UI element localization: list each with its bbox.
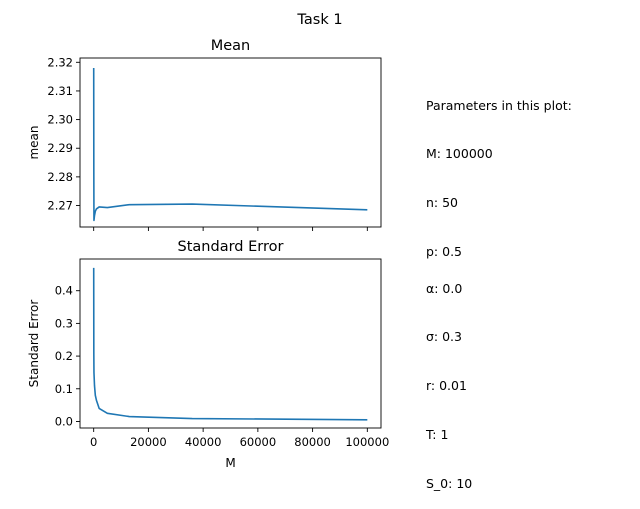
y-tick-label: 2.27: [47, 199, 73, 213]
y-tick-label: 2.29: [47, 141, 73, 155]
x-tick-label: 60000: [240, 435, 277, 449]
x-tick-label: 80000: [294, 435, 331, 449]
figure: Task 1 Mean2.272.282.292.302.312.32mean …: [27, 12, 389, 470]
parameter-t: T: 1: [426, 427, 449, 443]
y-tick-label: 2.32: [47, 55, 73, 69]
parameters-heading: Parameters in this plot:: [426, 97, 572, 113]
y-tick-label: 2.30: [47, 113, 73, 127]
axes-frame: [79, 258, 382, 429]
parameters-box-bottom: α: 0.0 σ: 0.3 r: 0.01 T: 1 S_0: 10: [426, 248, 472, 509]
x-axis-label: M: [225, 456, 235, 470]
parameter-alpha: α: 0.0: [426, 280, 463, 296]
y-tick-label: 0.4: [55, 284, 73, 298]
y-axis-label: Standard Error: [27, 300, 41, 388]
y-tick-label: 0.0: [55, 414, 73, 428]
x-tick-label: 40000: [185, 435, 222, 449]
y-tick-label: 2.31: [47, 84, 73, 98]
y-tick-label: 0.3: [55, 316, 73, 330]
axes-frame: [79, 57, 382, 228]
figure-suptitle: Task 1: [296, 12, 342, 28]
standard-error-chart: Standard Error 0 20000 40000 60000 80000 10000…: [27, 239, 389, 470]
chart-title: Mean: [211, 38, 251, 54]
parameters-box-top: Parameters in this plot: M: 100000 n: 50…: [426, 65, 572, 277]
chart-title: Standard Error: [178, 239, 284, 255]
series-line: [92, 267, 368, 421]
y-tick-label: 0.1: [55, 382, 73, 396]
y-tick-label: 0.2: [55, 349, 73, 363]
x-tick-label: 20000: [130, 435, 167, 449]
parameter-p: p: 0.5: [426, 244, 462, 260]
parameter-n: n: 50: [426, 195, 459, 211]
series-line: [92, 68, 368, 222]
mean-chart: Mean 2.27 2.28 2.29 2.30 2.31 2.32 mean: [27, 38, 382, 231]
y-axis-label: mean: [27, 125, 41, 159]
parameter-m: M: 100000: [426, 146, 493, 162]
x-tick-label: 100000: [345, 435, 389, 449]
parameter-s0: S_0: 10: [426, 476, 473, 492]
parameter-sigma: σ: 0.3: [426, 329, 462, 345]
y-tick-label: 2.28: [47, 170, 73, 184]
parameter-r: r: 0.01: [426, 378, 467, 394]
x-tick-label: 0: [90, 435, 97, 449]
